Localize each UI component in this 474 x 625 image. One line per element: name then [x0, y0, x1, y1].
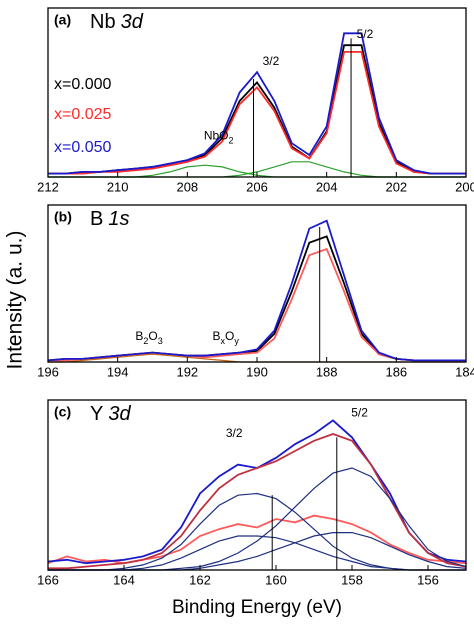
legend-label: x=0.025 [54, 106, 111, 123]
title-italic: 3d [108, 403, 131, 425]
x-tick-label: 202 [385, 179, 407, 194]
spectrum-line [48, 247, 466, 362]
title-italic: 3d [121, 11, 144, 33]
annotation-part: y [234, 336, 239, 346]
x-tick-label: 210 [107, 179, 129, 194]
x-tick-label: 204 [316, 179, 338, 194]
legend-label: x=0.050 [54, 139, 111, 156]
annotation: BxOy [212, 329, 239, 346]
annotation-part: O [225, 329, 234, 343]
annotation-part: 5/2 [357, 27, 374, 41]
spectrum-line [47, 514, 467, 565]
spectrum-line [48, 492, 466, 571]
annotation-part: B [135, 329, 143, 343]
spectrum-line [48, 32, 466, 175]
panel-title: Nb 3d [90, 11, 144, 33]
annotation-part: 3/2 [226, 426, 243, 440]
x-tick-label: 206 [246, 179, 268, 194]
x-axis-label: Binding Energy (eV) [172, 597, 342, 618]
annotation: NbO2 [204, 129, 234, 146]
x-tick-label: 196 [37, 364, 59, 379]
annotation-part: 2 [143, 336, 148, 346]
panel-label: (a) [54, 12, 71, 28]
y-axis-label: Intensity (a. u.) [4, 231, 27, 370]
x-tick-label: 200 [455, 179, 474, 194]
annotation-part: 3 [158, 336, 163, 346]
spectrum-line [48, 51, 466, 175]
panel-title: B 1s [90, 208, 129, 230]
spectrum-line [48, 433, 467, 570]
annotation-part: 5/2 [351, 406, 368, 420]
annotation-part: 3/2 [263, 54, 280, 68]
annotation-part: x [220, 336, 225, 346]
x-tick-label: 160 [265, 572, 287, 587]
annotation: 5/2 [351, 406, 368, 420]
x-tick-label: 192 [176, 364, 198, 379]
x-tick-label: 190 [246, 364, 268, 379]
annotation-part: B [212, 329, 220, 343]
panel-title: Y 3d [90, 403, 131, 425]
annotation: 3/2 [226, 426, 243, 440]
x-tick-label: 166 [37, 572, 59, 587]
spectrum-line [47, 219, 466, 362]
annotation: B2O3 [135, 329, 162, 346]
annotation: 3/2 [263, 54, 280, 68]
title-italic: 1s [108, 208, 129, 230]
x-tick-label: 162 [189, 572, 211, 587]
x-tick-label: 158 [341, 572, 363, 587]
annotation: 5/2 [357, 27, 374, 41]
panel-label: (c) [54, 404, 71, 420]
plot-frame [47, 399, 467, 571]
x-tick-label: 188 [316, 364, 338, 379]
x-tick-label: 212 [37, 179, 59, 194]
annotation-part: 2 [229, 136, 234, 146]
annotation-part: NbO [204, 129, 229, 143]
title-text: Nb [90, 11, 116, 33]
title-text: B [90, 208, 103, 230]
spectrum-line [47, 235, 466, 362]
title-text: Y [90, 403, 103, 425]
x-tick-label: 186 [385, 364, 407, 379]
legend-label: x=0.000 [54, 76, 111, 93]
panel-label: (b) [54, 209, 72, 225]
x-tick-label: 156 [417, 572, 439, 587]
x-tick-label: 194 [107, 364, 129, 379]
x-tick-label: 208 [176, 179, 198, 194]
x-tick-label: 164 [113, 572, 135, 587]
annotation-part: O [148, 329, 157, 343]
x-tick-label: 184 [455, 364, 474, 379]
